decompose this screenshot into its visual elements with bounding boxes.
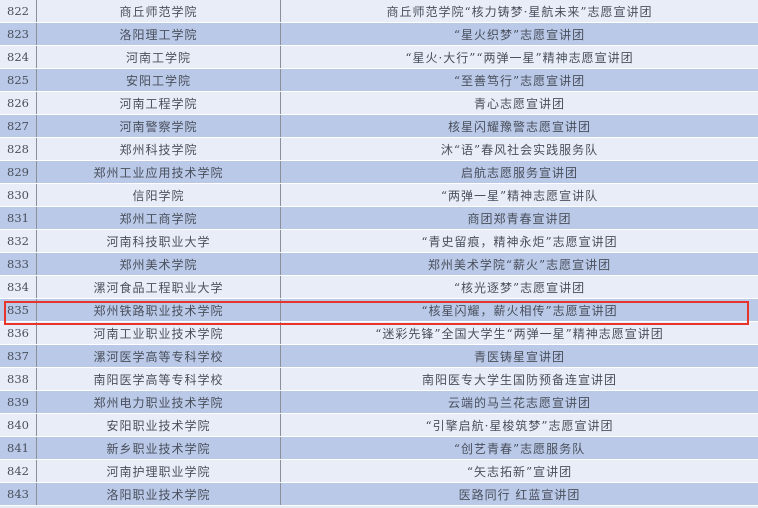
team-name: “核光逐梦”志愿宣讲团 xyxy=(280,275,758,299)
table-row: 827 河南警察学院 核星闪耀豫警志愿宣讲团 xyxy=(0,114,758,138)
school-name: 郑州工商学院 xyxy=(36,206,281,230)
table-row: 837 漯河医学高等专科学校 青医铸星宣讲团 xyxy=(0,344,758,368)
school-name: 商丘师范学院 xyxy=(36,0,281,23)
row-number: 835 xyxy=(0,298,37,322)
row-number: 833 xyxy=(0,252,37,276)
school-name: 河南护理职业学院 xyxy=(36,459,281,483)
row-number: 822 xyxy=(0,0,37,23)
school-name: 漯河医学高等专科学校 xyxy=(36,344,281,368)
table-row: 839 郑州电力职业技术学院 云端的马兰花志愿宣讲团 xyxy=(0,390,758,414)
table-row: 838 南阳医学高等专科学校 南阳医专大学生国防预备连宣讲团 xyxy=(0,367,758,391)
table-row: 841 新乡职业技术学院 “创艺青春”志愿服务队 xyxy=(0,436,758,460)
school-name: 安阳工学院 xyxy=(36,68,281,92)
school-name: 河南警察学院 xyxy=(36,114,281,138)
school-name: 信阳学院 xyxy=(36,183,281,207)
team-name: 商团郑青春宣讲团 xyxy=(280,206,758,230)
team-name: “创艺青春”志愿服务队 xyxy=(280,436,758,460)
table-row-highlighted: 835 郑州铁路职业技术学院 “核星闪耀，薪火相传”志愿宣讲团 xyxy=(0,298,758,322)
row-number: 829 xyxy=(0,160,37,184)
row-number: 824 xyxy=(0,45,37,69)
table-row: 832 河南科技职业大学 “青史留痕，精神永炬”志愿宣讲团 xyxy=(0,229,758,253)
table-row: 826 河南工程学院 青心志愿宣讲团 xyxy=(0,91,758,115)
school-name: 南阳医学高等专科学校 xyxy=(36,367,281,391)
row-number: 827 xyxy=(0,114,37,138)
school-name: 郑州铁路职业技术学院 xyxy=(36,298,281,322)
row-number: 841 xyxy=(0,436,37,460)
school-name: 郑州工业应用技术学院 xyxy=(36,160,281,184)
school-name: 漯河食品工程职业大学 xyxy=(36,275,281,299)
table-row: 836 河南工业职业技术学院 “迷彩先锋”全国大学生“两弹一星”精神志愿宣讲团 xyxy=(0,321,758,345)
school-name: 河南工程学院 xyxy=(36,91,281,115)
row-number: 831 xyxy=(0,206,37,230)
school-name: 河南工业职业技术学院 xyxy=(36,321,281,345)
table-row: 823 洛阳理工学院 “星火织梦”志愿宣讲团 xyxy=(0,22,758,46)
school-name: 河南工学院 xyxy=(36,45,281,69)
table-row: 831 郑州工商学院 商团郑青春宣讲团 xyxy=(0,206,758,230)
row-number: 825 xyxy=(0,68,37,92)
team-name: 商丘师范学院“核力铸梦·星航未来”志愿宣讲团 xyxy=(280,0,758,23)
table-row: 830 信阳学院 “两弹一星”精神志愿宣讲队 xyxy=(0,183,758,207)
team-name: “矢志拓新”宣讲团 xyxy=(280,459,758,483)
school-name: 郑州电力职业技术学院 xyxy=(36,390,281,414)
table-row: 833 郑州美术学院 郑州美术学院“薪火”志愿宣讲团 xyxy=(0,252,758,276)
team-name: 南阳医专大学生国防预备连宣讲团 xyxy=(280,367,758,391)
row-number: 828 xyxy=(0,137,37,161)
school-name: 安阳职业技术学院 xyxy=(36,413,281,437)
table-row: 824 河南工学院 “星火·大行”“两弹一星”精神志愿宣讲团 xyxy=(0,45,758,69)
school-name: 郑州科技学院 xyxy=(36,137,281,161)
team-name: 云端的马兰花志愿宣讲团 xyxy=(280,390,758,414)
row-number: 837 xyxy=(0,344,37,368)
row-number: 830 xyxy=(0,183,37,207)
team-name: 郑州美术学院“薪火”志愿宣讲团 xyxy=(280,252,758,276)
table-row: 822 商丘师范学院 商丘师范学院“核力铸梦·星航未来”志愿宣讲团 xyxy=(0,0,758,23)
row-number: 832 xyxy=(0,229,37,253)
school-name: 河南科技职业大学 xyxy=(36,229,281,253)
row-number: 836 xyxy=(0,321,37,345)
table-row: 840 安阳职业技术学院 “引擎启航·星梭筑梦”志愿宣讲团 xyxy=(0,413,758,437)
table-row: 843 洛阳职业技术学院 医路同行 红蓝宣讲团 xyxy=(0,482,758,506)
row-number: 839 xyxy=(0,390,37,414)
team-name: “两弹一星”精神志愿宣讲队 xyxy=(280,183,758,207)
row-number: 842 xyxy=(0,459,37,483)
team-name: “迷彩先锋”全国大学生“两弹一星”精神志愿宣讲团 xyxy=(280,321,758,345)
team-name: 医路同行 红蓝宣讲团 xyxy=(280,482,758,506)
team-name: “引擎启航·星梭筑梦”志愿宣讲团 xyxy=(280,413,758,437)
table-row: 829 郑州工业应用技术学院 启航志愿服务宣讲团 xyxy=(0,160,758,184)
row-number: 834 xyxy=(0,275,37,299)
row-number: 843 xyxy=(0,482,37,506)
table-row: 825 安阳工学院 “至善笃行”志愿宣讲团 xyxy=(0,68,758,92)
team-name: 核星闪耀豫警志愿宣讲团 xyxy=(280,114,758,138)
row-number: 823 xyxy=(0,22,37,46)
team-name: 青心志愿宣讲团 xyxy=(280,91,758,115)
table-row: 828 郑州科技学院 沐“语”春风社会实践服务队 xyxy=(0,137,758,161)
team-name: “星火织梦”志愿宣讲团 xyxy=(280,22,758,46)
school-name: 洛阳职业技术学院 xyxy=(36,482,281,506)
row-number: 826 xyxy=(0,91,37,115)
row-number: 840 xyxy=(0,413,37,437)
row-number: 838 xyxy=(0,367,37,391)
team-name: “至善笃行”志愿宣讲团 xyxy=(280,68,758,92)
school-name: 洛阳理工学院 xyxy=(36,22,281,46)
team-name: 青医铸星宣讲团 xyxy=(280,344,758,368)
table-row: 842 河南护理职业学院 “矢志拓新”宣讲团 xyxy=(0,459,758,483)
team-name: “青史留痕，精神永炬”志愿宣讲团 xyxy=(280,229,758,253)
team-name: “星火·大行”“两弹一星”精神志愿宣讲团 xyxy=(280,45,758,69)
team-name: 沐“语”春风社会实践服务队 xyxy=(280,137,758,161)
team-name: “核星闪耀，薪火相传”志愿宣讲团 xyxy=(280,298,758,322)
school-name: 郑州美术学院 xyxy=(36,252,281,276)
school-name: 新乡职业技术学院 xyxy=(36,436,281,460)
table-row: 834 漯河食品工程职业大学 “核光逐梦”志愿宣讲团 xyxy=(0,275,758,299)
team-name: 启航志愿服务宣讲团 xyxy=(280,160,758,184)
